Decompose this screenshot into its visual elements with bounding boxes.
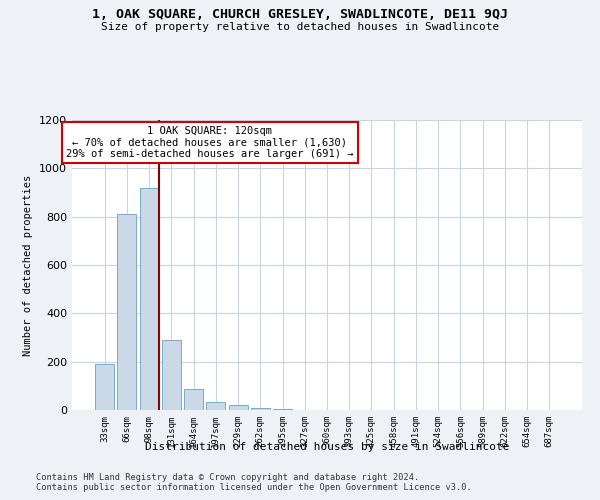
Bar: [140, 188, 158, 410]
Bar: [273, 409, 292, 410]
Bar: [95, 364, 114, 410]
Text: Contains public sector information licensed under the Open Government Licence v3: Contains public sector information licen…: [36, 482, 472, 492]
Text: 1 OAK SQUARE: 120sqm
← 70% of detached houses are smaller (1,630)
29% of semi-de: 1 OAK SQUARE: 120sqm ← 70% of detached h…: [66, 126, 353, 159]
Text: Distribution of detached houses by size in Swadlincote: Distribution of detached houses by size …: [145, 442, 509, 452]
Bar: [118, 214, 136, 410]
Bar: [184, 390, 203, 410]
Bar: [229, 405, 248, 410]
Text: 1, OAK SQUARE, CHURCH GRESLEY, SWADLINCOTE, DE11 9QJ: 1, OAK SQUARE, CHURCH GRESLEY, SWADLINCO…: [92, 8, 508, 20]
Text: Contains HM Land Registry data © Crown copyright and database right 2024.: Contains HM Land Registry data © Crown c…: [36, 472, 419, 482]
Y-axis label: Number of detached properties: Number of detached properties: [23, 174, 34, 356]
Bar: [251, 408, 270, 410]
Bar: [206, 402, 225, 410]
Text: Size of property relative to detached houses in Swadlincote: Size of property relative to detached ho…: [101, 22, 499, 32]
Bar: [162, 340, 181, 410]
